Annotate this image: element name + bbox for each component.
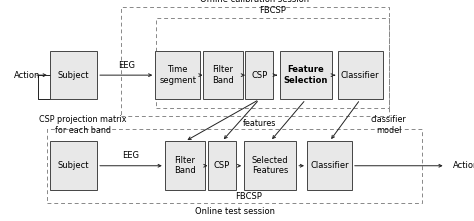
Text: FBCSP: FBCSP <box>236 192 262 201</box>
Text: CSP projection matrix
for each band: CSP projection matrix for each band <box>39 115 127 135</box>
Text: Time
segment: Time segment <box>159 65 196 85</box>
Text: Classifier: Classifier <box>310 161 349 170</box>
FancyBboxPatch shape <box>280 51 332 99</box>
Text: Subject: Subject <box>58 71 89 80</box>
FancyBboxPatch shape <box>244 141 296 190</box>
Text: Online test session: Online test session <box>195 207 274 216</box>
Text: Classifier: Classifier <box>341 71 380 80</box>
Text: EEG: EEG <box>118 61 135 70</box>
Text: features: features <box>243 119 276 128</box>
FancyBboxPatch shape <box>202 51 243 99</box>
Text: Feature
Selection: Feature Selection <box>283 65 328 85</box>
Text: Subject: Subject <box>58 161 89 170</box>
Text: Selected
Features: Selected Features <box>252 156 289 175</box>
Text: Filter
Band: Filter Band <box>212 65 234 85</box>
Text: FBCSP: FBCSP <box>259 6 286 15</box>
FancyBboxPatch shape <box>50 51 97 99</box>
FancyBboxPatch shape <box>155 51 200 99</box>
Text: Filter
Band: Filter Band <box>174 156 196 175</box>
Text: Offline calibration session: Offline calibration session <box>200 0 310 4</box>
FancyBboxPatch shape <box>208 141 236 190</box>
FancyBboxPatch shape <box>307 141 352 190</box>
Text: CSP: CSP <box>214 161 230 170</box>
FancyBboxPatch shape <box>337 51 383 99</box>
FancyBboxPatch shape <box>50 141 97 190</box>
FancyBboxPatch shape <box>245 51 273 99</box>
Text: CSP: CSP <box>251 71 267 80</box>
Text: Action: Action <box>14 71 41 80</box>
Text: classifier
model: classifier model <box>371 115 407 135</box>
Text: EEG: EEG <box>122 151 139 160</box>
Text: Action: Action <box>453 161 474 170</box>
FancyBboxPatch shape <box>165 141 205 190</box>
